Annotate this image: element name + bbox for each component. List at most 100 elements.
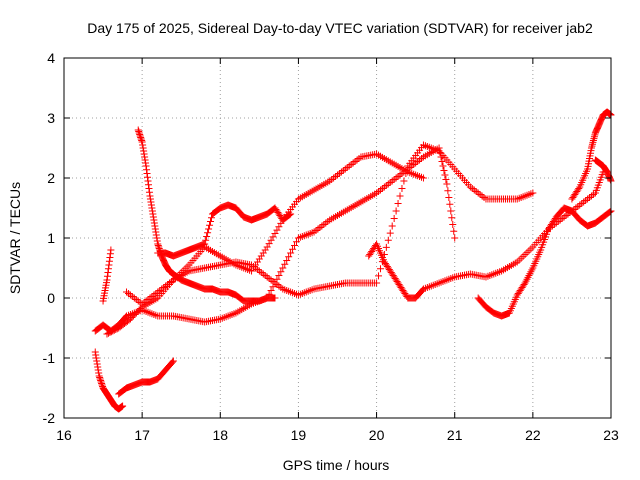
data-point <box>390 215 398 222</box>
data-point <box>271 294 279 302</box>
chart-title: Day 175 of 2025, Sidereal Day-to-day VTE… <box>87 20 593 36</box>
x-tick-label: 21 <box>447 427 463 443</box>
data-point <box>451 234 459 242</box>
data-point <box>375 272 383 280</box>
series-track-b <box>99 246 115 305</box>
data-point <box>128 314 136 321</box>
data-point <box>119 402 127 410</box>
data-point <box>107 246 115 254</box>
x-tick-label: 20 <box>369 427 385 443</box>
data-point <box>129 312 137 320</box>
y-tick-label: 4 <box>47 50 55 66</box>
data-point <box>447 207 455 215</box>
y-axis-label: SDTVAR / TECUs <box>7 182 23 294</box>
series-track-i <box>365 168 607 302</box>
data-point <box>450 227 458 235</box>
series-track-g <box>134 126 279 305</box>
data-point <box>283 257 291 264</box>
data-point <box>388 222 396 230</box>
data-point <box>168 358 176 366</box>
data-point <box>384 236 392 244</box>
data-point <box>109 327 117 335</box>
x-tick-label: 18 <box>212 427 228 443</box>
data-point <box>275 272 283 279</box>
y-tick-label: 3 <box>47 110 55 126</box>
y-tick-label: 2 <box>47 170 55 186</box>
data-point <box>448 214 456 222</box>
x-tick-label: 22 <box>525 427 541 443</box>
data-point <box>438 158 446 165</box>
data-point <box>132 309 140 317</box>
gridlines <box>64 58 611 418</box>
x-tick-label: 19 <box>291 427 307 443</box>
data-point <box>204 229 212 237</box>
data-point <box>398 185 406 192</box>
data-point <box>279 264 287 272</box>
data-point <box>441 171 449 179</box>
data-point <box>287 249 295 257</box>
data-point <box>376 265 384 273</box>
data-point <box>286 211 294 219</box>
x-tick-label: 23 <box>603 427 619 443</box>
data-point <box>112 326 120 333</box>
y-tick-label: 1 <box>47 230 55 246</box>
data-point <box>107 328 115 336</box>
data-point <box>281 260 289 268</box>
data-point <box>606 208 614 216</box>
y-tick-label: 0 <box>47 290 55 306</box>
data-point <box>439 162 447 170</box>
data-point <box>201 240 209 248</box>
data-point <box>207 214 215 222</box>
data-point <box>382 243 390 251</box>
data-point <box>134 308 142 315</box>
data-point <box>287 210 295 218</box>
data-point <box>445 194 453 201</box>
data-point <box>203 233 211 240</box>
data-point <box>419 174 427 182</box>
data-point <box>400 177 408 185</box>
data-point <box>444 187 452 195</box>
data-point <box>291 242 299 249</box>
series-track-a <box>91 348 127 413</box>
data-point <box>575 185 583 192</box>
series-track-e <box>103 141 537 338</box>
data-point <box>392 207 400 215</box>
data-point <box>277 268 285 276</box>
data-point <box>396 192 404 200</box>
x-tick-label: 16 <box>56 427 72 443</box>
series-track-c <box>115 357 177 398</box>
data-point <box>126 315 134 323</box>
data-point <box>442 176 450 183</box>
data-point <box>207 218 215 225</box>
data-point <box>373 279 381 287</box>
series-track-k <box>568 108 615 203</box>
data-point <box>135 306 143 314</box>
data-point <box>292 238 300 246</box>
series-track-f <box>123 150 427 308</box>
data-point <box>110 326 118 334</box>
data-point <box>106 329 114 336</box>
data-point <box>206 221 214 229</box>
data-point <box>103 330 111 338</box>
data-points <box>91 108 615 413</box>
data-point <box>267 287 275 294</box>
data-point <box>285 253 293 261</box>
data-point <box>202 236 210 244</box>
data-point <box>104 329 112 337</box>
data-point <box>169 357 177 365</box>
y-tick-label: -2 <box>43 410 56 426</box>
x-tick-label: 17 <box>134 427 150 443</box>
data-point <box>394 200 402 207</box>
data-point <box>386 229 394 237</box>
data-point <box>443 180 451 188</box>
data-point <box>205 225 213 233</box>
series-track-j <box>474 204 615 320</box>
data-point <box>131 311 139 318</box>
x-axis-label: GPS time / hours <box>283 457 390 473</box>
data-point <box>446 200 454 208</box>
data-point <box>529 189 537 197</box>
series-track-h <box>154 201 295 260</box>
y-tick-label: -1 <box>43 350 56 366</box>
